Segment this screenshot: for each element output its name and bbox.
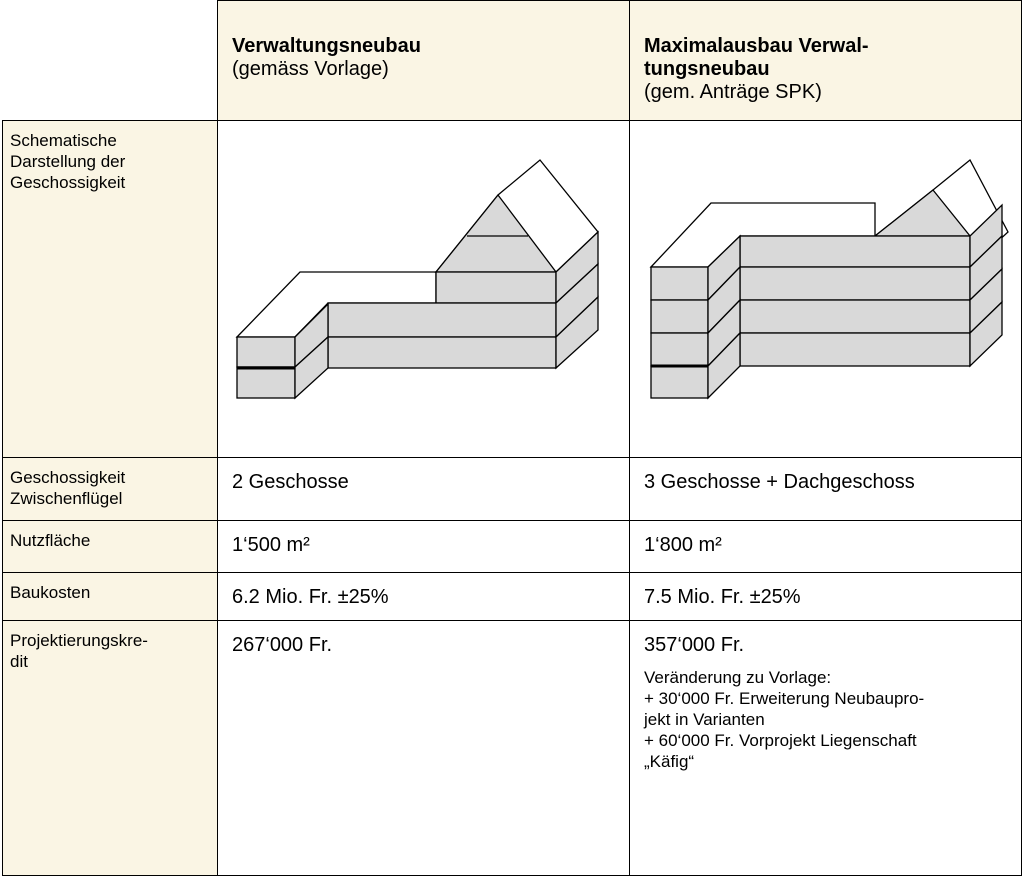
row-label-line: Schematische [10,131,117,150]
row-label-line: Geschossigkeit [10,468,126,487]
note-line: jekt in Varianten [644,710,765,729]
row-label-line: Zwischenflügel [10,489,123,508]
cell-note: Veränderung zu Vorlage: + 30‘000 Fr. Erwe… [644,667,1021,772]
cell-text: 1‘800 m² [644,534,722,556]
header-title: Verwaltungsneubau [232,35,629,58]
table-cell: 7.5 Mio. Fr. ±25% [629,572,1022,621]
header-title-line: Maximalausbau Verwal- [644,35,869,57]
row-label: Nutzfläche [2,520,218,573]
header-title-line: tungsneubau [644,58,770,80]
cell-text: 1‘500 m² [232,534,310,556]
row-label-line: Projektierungskre- [10,631,148,650]
row-label-line: Nutzfläche [10,531,91,550]
cell-text: 357‘000 Fr. [644,634,745,656]
cell-text: 3 Geschosse + Dachgeschoss [644,471,915,493]
row-label-line: Baukosten [10,583,91,602]
row-label-line: dit [10,652,28,671]
header-cell: Verwaltungsneubau (gemäss Vorlage) [217,0,630,121]
header-title: Maximalausbau Verwal-tungsneubau [644,35,1021,81]
row-label: Baukosten [2,572,218,621]
row-label: Schematische Darstellung der Geschossigkei… [2,120,218,458]
header-subtitle: (gem. Anträge SPK) [644,81,822,103]
note-line: + 30‘000 Fr. Erweiterung Neubaupro- [644,689,925,708]
table-cell: 3 Geschosse + Dachgeschoss [629,457,1022,521]
table-cell: 6.2 Mio. Fr. ±25% [217,572,630,621]
table-cell: 1‘500 m² [217,520,630,573]
row-label: Projektierungskre-dit [2,620,218,876]
row-label-line: Geschossigkeit [10,173,126,192]
table-cell: 1‘800 m² [629,520,1022,573]
cell-text: 2 Geschosse [232,471,349,493]
cell-text: 6.2 Mio. Fr. ±25% [232,586,389,608]
table-cell [629,120,1022,458]
row-label-line: Darstellung der [10,152,126,171]
table-cell: 357‘000 Fr. Veränderung zu Vorlage: + 30‘0… [629,620,1022,876]
table-cell: 267‘000 Fr. [217,620,630,876]
table-cell: 2 Geschosse [217,457,630,521]
row-label: Geschossigkeit Zwischenflügel [2,457,218,521]
cell-text: 7.5 Mio. Fr. ±25% [644,586,801,608]
header-cell: Maximalausbau Verwal-tungsneubau (gem. An… [629,0,1022,121]
note-line: + 60‘000 Fr. Vorprojekt Liegenschaft [644,731,917,750]
note-line: Veränderung zu Vorlage: [644,668,832,687]
note-line: „Käfig“ [644,752,695,771]
table-cell [217,120,630,458]
header-title-line: Verwaltungsneubau [232,35,421,57]
header-subtitle: (gemäss Vorlage) [232,58,389,80]
cell-text: 267‘000 Fr. [232,634,333,656]
